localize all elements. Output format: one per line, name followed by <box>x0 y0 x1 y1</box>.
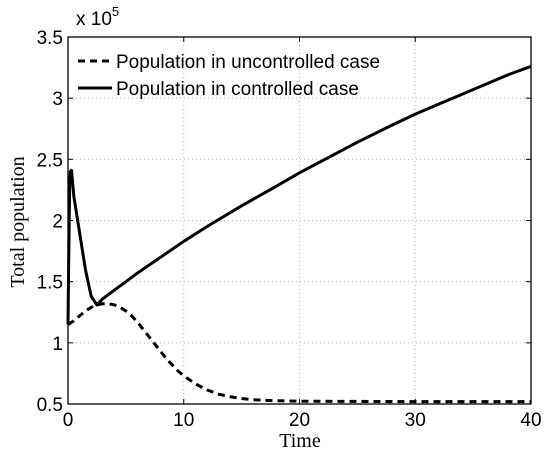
legend-label-uncontrolled: Population in uncontrolled case <box>116 52 380 73</box>
x-tick-label: 0 <box>63 410 74 431</box>
x-tick-label: 10 <box>173 410 194 431</box>
legend: Population in uncontrolled case Populati… <box>78 52 380 100</box>
series-line-uncontrolled <box>67 302 531 404</box>
y-multiplier-base: x 10 <box>76 9 112 30</box>
y-multiplier: x 105 <box>76 4 119 30</box>
legend-label-controlled: Population in controlled case <box>116 79 359 100</box>
y-tick-label: 2 <box>52 212 63 233</box>
y-tick-label: 1.5 <box>37 273 63 294</box>
ticks: 0 10 20 30 40 0.5 1 1.5 2 2.5 3 3.5 <box>37 28 542 431</box>
y-tick-label: 3 <box>52 89 63 110</box>
y-axis-label: Total population <box>7 156 29 287</box>
y-tick-label: 0.5 <box>37 395 63 416</box>
series-line-controlled <box>66 64 532 325</box>
x-tick-label: 30 <box>405 410 426 431</box>
y-tick-label: 1 <box>52 334 63 355</box>
x-tick-label: 20 <box>289 410 310 431</box>
y-multiplier-exponent: 5 <box>112 4 119 19</box>
y-tick-label: 2.5 <box>37 150 63 171</box>
x-axis-label: Time <box>279 430 321 452</box>
series-layer <box>66 64 532 404</box>
x-tick-label: 40 <box>520 410 541 431</box>
y-tick-label: 3.5 <box>37 28 63 49</box>
